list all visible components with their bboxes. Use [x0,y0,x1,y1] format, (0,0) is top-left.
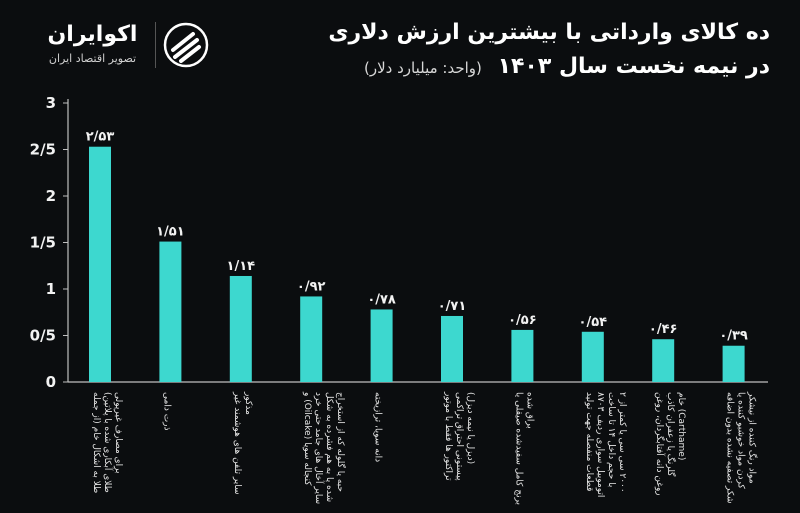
x-category-line: روغن دانه آفتابگردان، روغن [654,392,666,496]
bar-value-label: ۰/۳۹ [719,329,748,344]
x-category-line: ذرت دامی [161,392,171,431]
y-tick-label: 0 [46,373,56,391]
y-tick-label: 1 [46,280,56,298]
x-category-label: تراکتور ها فقط با موتورپیستونی احتراق تر… [443,391,475,481]
x-category-text: شکر تصفیه نشده بدون اضافهکردن مواد خوشبو… [725,391,759,504]
x-category-label: طلا به اشکال خام (از جملهطلای آبکاری شده… [91,392,123,493]
x-category-text: کنجاله سویا (Oilcake) وسایر آخال های جام… [302,391,347,504]
x-category-line: (Carthame) خام [676,392,686,460]
chart-title: ده کالای وارداتی با بیشترین ارزش دلاری [328,20,770,45]
x-category-line: کنجاله سویا (Oilcake) و [302,391,312,486]
x-category-label: سایر تلفن های هوشمند غیرمذکور [232,391,253,495]
bar [441,315,463,382]
x-category-text: سایر تلفن های هوشمند غیرمذکور [232,391,253,495]
x-category-label: برنج کامل سفیدشده صیقلی یابراق شده [513,392,534,505]
x-category-label: کنجاله سویا (Oilcake) وسایر آخال های جام… [302,391,347,504]
x-category-line: با حجم داخل ۱۴ تا ساخت [606,392,616,487]
brand-tagline: تصویر اقتصاد ایران [48,52,137,65]
x-category-line: حبه یا گلوله که از استخراج [335,392,347,492]
x-category-line: سایر تلفن های هوشمند غیر [232,391,242,495]
bar [159,241,182,382]
x-category-label: دانه سویا، ترازیخته [373,392,383,462]
y-tick-label: 2/5 [30,141,56,159]
x-category-line: طلا به اشکال خام (از جمله [91,392,101,493]
chart-title-line2: در نیمه نخست سال ۱۴۰۳ [497,54,770,79]
bar-value-label: ۰/۷۸ [367,292,396,307]
bar [652,339,675,382]
y-tick-label: 2 [46,187,56,205]
bar-value-label: ۱/۵۱ [156,225,185,240]
bar [581,331,604,382]
y-tick-label: 1/5 [30,234,56,252]
bar [229,275,252,382]
bar [370,309,393,382]
bar [722,345,745,382]
y-tick-label: 3 [46,94,56,112]
bar-value-label: ۰/۵۶ [508,313,537,328]
x-category-line: طلای آبکاری شده با پلاتین) [102,392,114,493]
bar-value-label: ۰/۴۶ [649,322,678,337]
x-category-text: دانه سویا، ترازیخته [373,392,383,462]
x-category-line: مواد رنگ کننده از نیشکر [747,391,759,484]
brand-name: اکوایران [47,22,138,47]
x-category-line: گلرنگ یا زعفران کاذب [665,392,677,477]
chart-subtitle: در نیمه نخست سال ۱۴۰۳ (واحد: میلیارد دلا… [250,52,770,83]
bar-value-label: ۰/۵۴ [579,315,608,330]
x-category-text: قطعات منفصله جهت تولیداتوموبیل سواری ردی… [584,392,627,497]
x-category-line: ۲۰۰۰ سی سی یا کمتر از ۲ [617,392,627,493]
x-category-text: برنج کامل سفیدشده صیقلی یابراق شده [513,392,534,505]
brand-divider [155,22,156,68]
x-category-text: ذرت دامی [161,392,171,431]
x-category-line: شکر تصفیه نشده بدون اضافه [725,392,735,504]
x-category-label: روغن دانه آفتابگردان، روغنگلرنگ یا زعفرا… [654,392,686,496]
unit-label: (واحد: میلیارد دلار) [364,59,482,77]
x-category-line: سایر آخال های جامد حتی خرد [313,392,325,504]
x-category-line: کردن مواد خوشبو کننده یا [736,392,746,490]
x-category-line: برنج کامل سفیدشده صیقلی یا [513,392,523,505]
brand-logo: اکوایران تصویر اقتصاد ایران [25,18,209,72]
x-category-text: روغن دانه آفتابگردان، روغنگلرنگ یا زعفرا… [654,392,686,496]
x-category-line: براق شده [524,392,534,429]
bar-value-label: ۲/۵۳ [86,130,115,145]
x-category-line: برای مصارف غیرپولی [113,392,123,474]
bar-value-label: ۰/۷۱ [438,299,467,314]
x-category-label: ذرت دامی [161,392,171,431]
x-category-line: مذکور [243,391,253,415]
x-category-line: (دیزل یا نیمه دیزل) [465,392,475,464]
x-category-line: دانه سویا، ترازیخته [373,392,383,462]
x-category-label: قطعات منفصله جهت تولیداتوموبیل سواری ردی… [584,392,627,497]
x-category-line: پیستونی احتراق تراکمی [454,392,464,481]
bar [89,146,111,382]
x-category-line: شده یا به هم فشرده به شکل [324,392,334,502]
x-category-text: تراکتور ها فقط با موتورپیستونی احتراق تر… [443,391,475,481]
bar-value-label: ۰/۹۲ [297,279,326,294]
bar [511,329,534,382]
x-category-line: تراکتور ها فقط با موتور [443,391,453,481]
y-tick-label: 0/5 [30,327,56,345]
x-category-label: شکر تصفیه نشده بدون اضافهکردن مواد خوشبو… [725,391,759,504]
ecoiran-logo-icon [163,22,209,68]
x-category-line: قطعات منفصله جهت تولید [584,392,594,491]
bar-value-label: ۱/۱۴ [227,259,256,274]
x-category-text: طلا به اشکال خام (از جملهطلای آبکاری شده… [91,392,123,493]
bar [300,296,323,382]
x-category-line: اتوموبیل سواری ردیف ۸۷۰۳ [595,392,605,497]
